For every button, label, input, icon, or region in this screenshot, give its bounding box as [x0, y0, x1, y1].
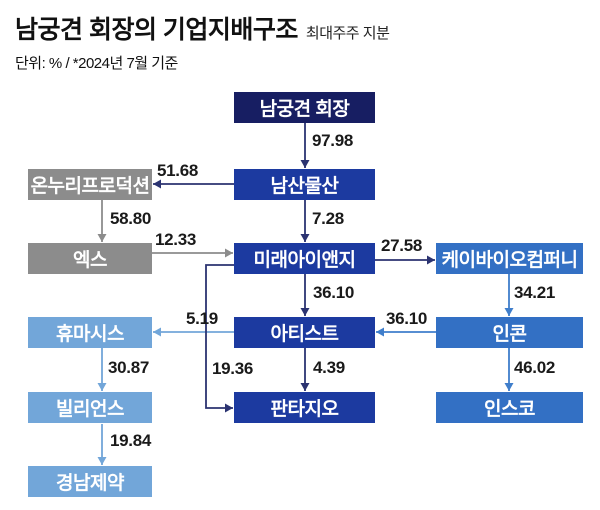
org-node-kyungnam: 경남제약 — [28, 466, 152, 497]
ownership-value-namsan-mirae: 7.28 — [312, 209, 344, 228]
ownership-value-kbio-incon: 34.21 — [514, 283, 556, 302]
org-node-mirae: 미래아이앤지 — [234, 243, 375, 274]
ownership-value-onnuri-x-corp: 58.80 — [110, 209, 152, 228]
org-node-humasis: 휴마시스 — [28, 317, 152, 348]
title-line: 남궁견 회장의 기업지배구조 최대주주 지분 — [15, 10, 585, 46]
edge-line-mirae-fantagio — [205, 264, 234, 409]
header: 남궁견 회장의 기업지배구조 최대주주 지분 단위: % / *2024년 7월… — [15, 10, 585, 73]
arrowhead-icon — [300, 160, 310, 168]
arrowhead-icon — [427, 255, 435, 265]
title-suffix: 최대주주 지분 — [305, 25, 390, 42]
org-node-insko: 인스코 — [436, 392, 583, 423]
ownership-value-artist-humasis: 5.19 — [186, 309, 218, 328]
arrowhead-icon — [504, 383, 514, 391]
arrowhead-icon — [300, 234, 310, 242]
ownership-value-humasis-billions: 30.87 — [108, 358, 150, 377]
ownership-value-artist-fantagio: 4.39 — [313, 358, 345, 377]
org-node-onnuri: 온누리프로덕션 — [28, 169, 152, 200]
arrowhead-icon — [504, 308, 514, 316]
arrowhead-icon — [225, 403, 233, 413]
ownership-value-incon-artist: 36.10 — [386, 309, 428, 328]
arrowhead-icon — [97, 383, 107, 391]
arrowhead-icon — [97, 457, 107, 465]
ownership-value-x-corp-mirae: 12.33 — [155, 230, 197, 249]
org-node-x-corp: 엑스 — [28, 243, 152, 274]
arrowhead-icon — [376, 327, 384, 337]
ownership-value-chairman-namsan: 97.98 — [312, 131, 354, 150]
ownership-value-billions-kyungnam: 19.84 — [110, 431, 152, 450]
org-node-fantagio: 판타지오 — [234, 392, 375, 423]
org-node-billions: 빌리언스 — [28, 392, 152, 423]
org-node-namsan: 남산물산 — [234, 169, 375, 200]
arrowhead-icon — [225, 248, 233, 258]
arrowhead-icon — [300, 308, 310, 316]
arrowhead-icon — [153, 327, 161, 337]
org-node-chairman: 남궁견 회장 — [234, 92, 375, 123]
page-title: 남궁견 회장의 기업지배구조 — [15, 16, 298, 44]
ownership-value-mirae-fantagio: 19.36 — [212, 359, 254, 378]
arrowhead-icon — [97, 234, 107, 242]
ownership-value-mirae-kbio: 27.58 — [381, 236, 423, 255]
arrowhead-icon — [153, 179, 161, 189]
org-node-incon: 인콘 — [436, 317, 583, 348]
org-node-kbio: 케이바이오컴퍼니 — [436, 243, 583, 274]
arrowhead-icon — [300, 383, 310, 391]
ownership-value-mirae-artist: 36.10 — [313, 283, 355, 302]
ownership-value-incon-insko: 46.02 — [514, 358, 556, 377]
ownership-value-namsan-onnuri: 51.68 — [157, 161, 199, 180]
org-node-artist: 아티스트 — [234, 317, 375, 348]
unit-note: 단위: % / *2024년 7월 기준 — [15, 55, 178, 72]
